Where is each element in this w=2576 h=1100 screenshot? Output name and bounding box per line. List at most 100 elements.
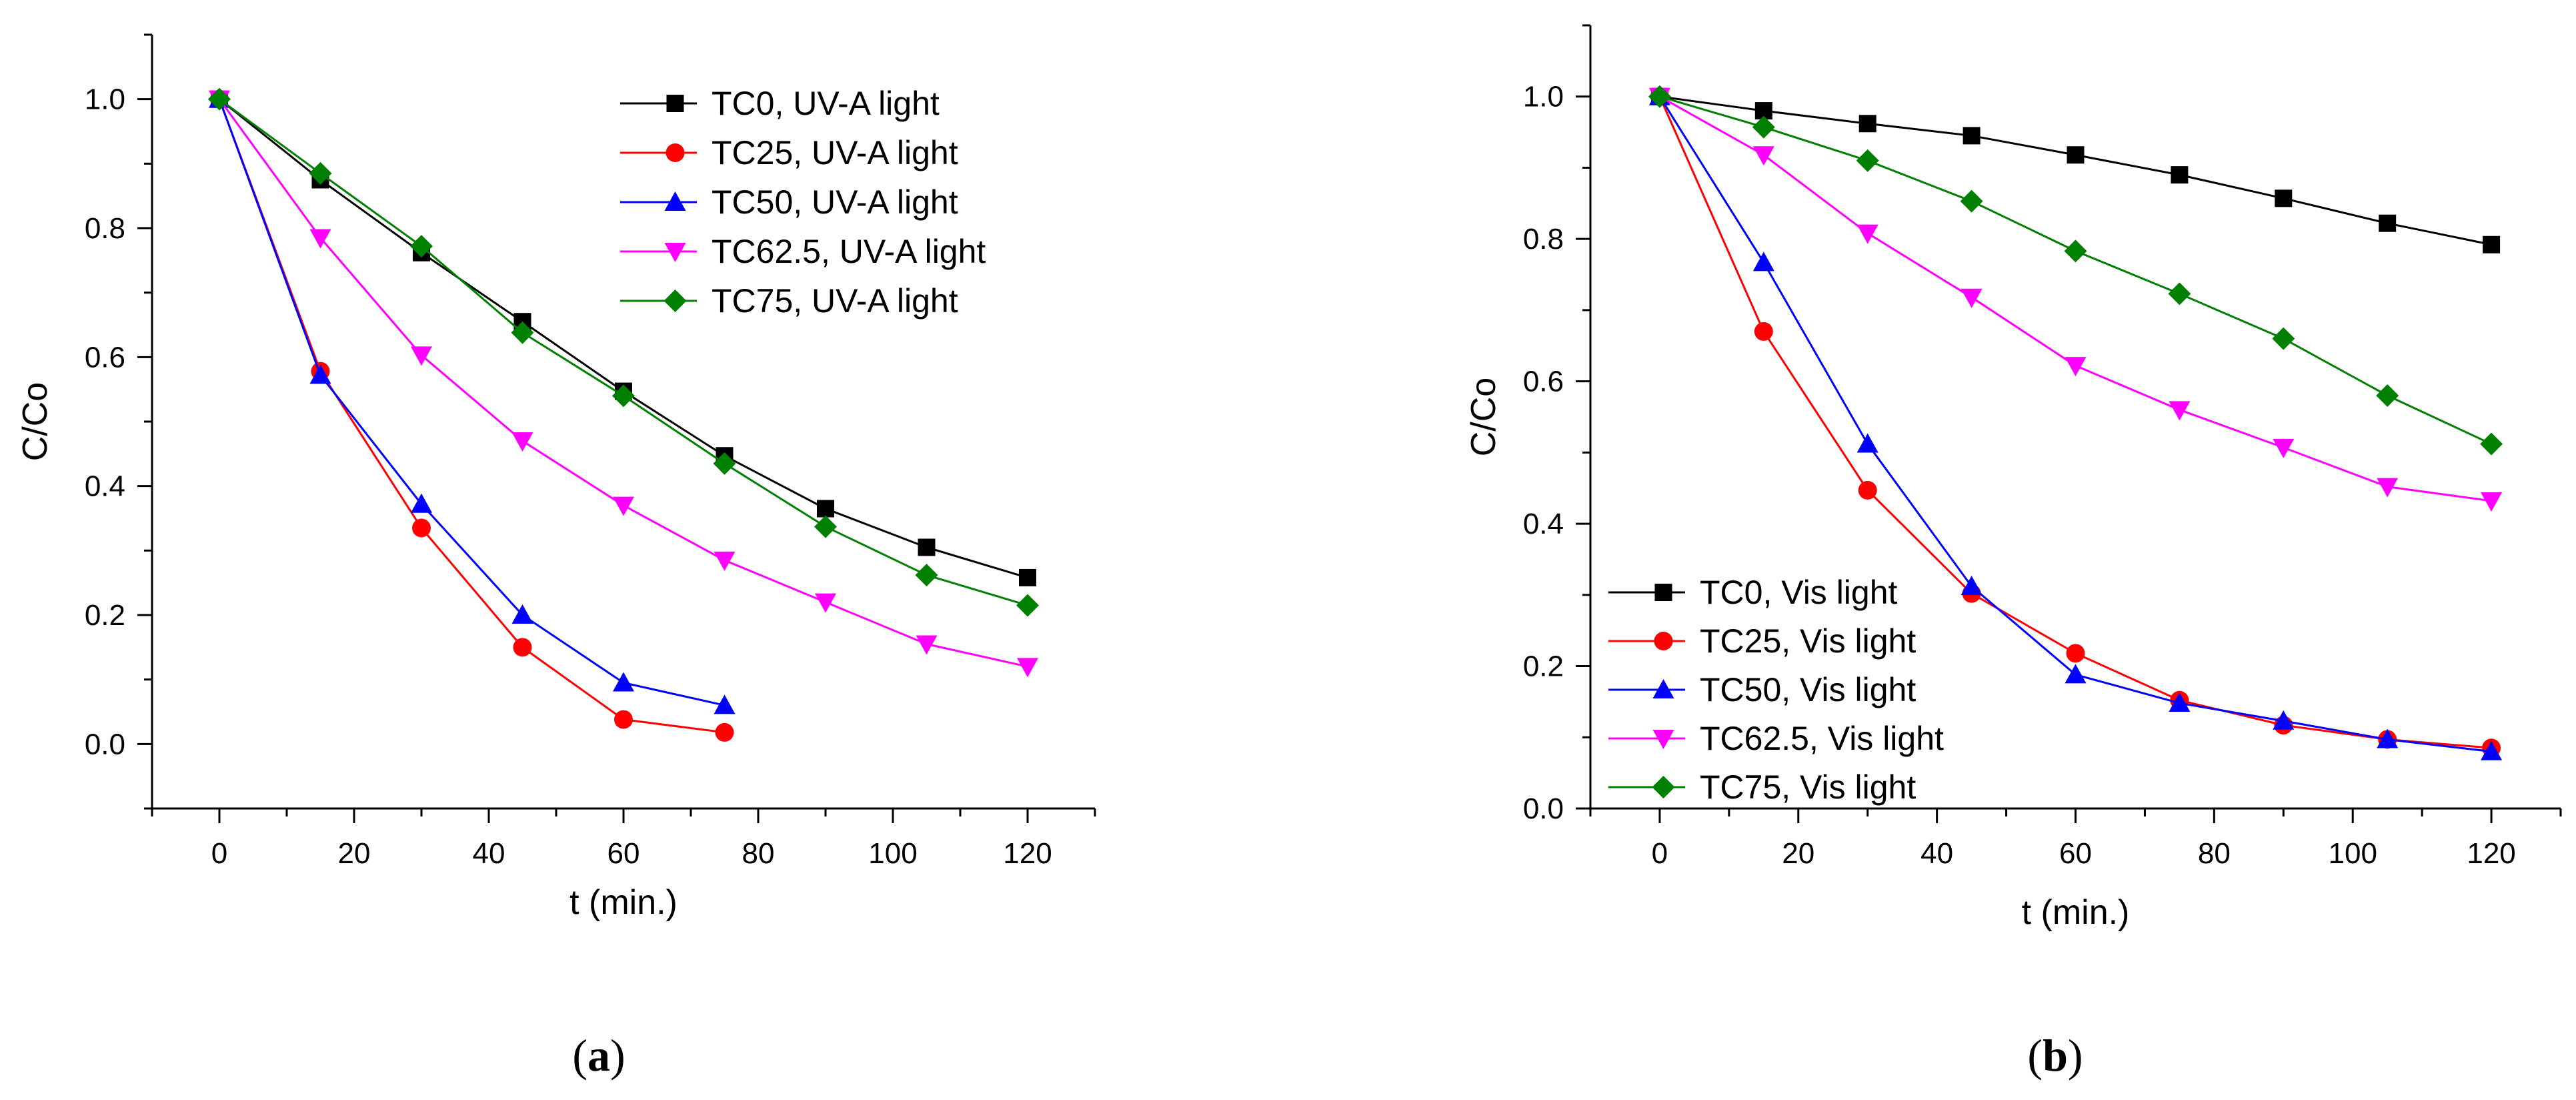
data-point [2169, 401, 2191, 421]
legend-label: TC75, UV-A light [712, 282, 958, 320]
data-point [511, 604, 533, 624]
data-point [815, 593, 836, 613]
data-point [2065, 357, 2087, 377]
y-tick-label: 0.2 [1523, 650, 1564, 683]
y-tick-label: 0.0 [85, 728, 125, 760]
x-tick-label: 0 [1652, 837, 1668, 870]
y-tick-label: 0.4 [1523, 508, 1564, 540]
data-point [1752, 251, 1774, 271]
data-point [1754, 322, 1773, 341]
chart-panel-a: 0 20 40 60 80 100 120 0.0 0.2 0.4 0.6 0.8 1.0 t (min.… [16, 33, 1096, 922]
series-tc50 [209, 88, 736, 714]
series-line [219, 98, 1028, 606]
x-tick-label: 100 [868, 837, 917, 870]
data-point [309, 161, 332, 185]
x-tick-label: 80 [2198, 837, 2231, 870]
data-point [1858, 480, 1877, 500]
data-point [714, 694, 736, 714]
x-axis-title: t (min.) [2022, 893, 2130, 932]
data-point [2273, 710, 2295, 730]
data-point [2481, 492, 2503, 512]
x-tick-label: 20 [1782, 837, 1814, 870]
legend-marker [1652, 776, 1675, 798]
legend-marker [666, 143, 685, 162]
data-point [2064, 239, 2087, 263]
data-point [2169, 692, 2191, 712]
legend-marker [664, 191, 686, 211]
legend-label: TC25, UV-A light [712, 134, 958, 171]
data-point [1017, 658, 1038, 678]
x-tick-label: 20 [338, 837, 371, 870]
data-point [715, 722, 734, 742]
data-point [1858, 115, 1876, 133]
y-axis-title: C/Co [16, 382, 55, 461]
data-point [916, 635, 938, 655]
panel-label-b: (b) [2027, 1030, 2083, 1081]
data-point [1960, 189, 1983, 213]
data-point [612, 384, 635, 408]
data-point [2171, 166, 2189, 184]
data-point [1961, 576, 1983, 596]
data-point [309, 364, 331, 384]
data-point [2377, 478, 2399, 498]
y-tick-label: 0.8 [85, 212, 125, 245]
x-tick-label: 60 [2059, 837, 2092, 870]
data-point [410, 235, 433, 258]
data-point [817, 500, 834, 518]
data-point [1856, 433, 1878, 453]
data-point [613, 672, 634, 692]
data-point [613, 496, 634, 516]
data-point [2379, 214, 2397, 232]
y-axis-title: C/Co [1464, 378, 1503, 456]
data-point [2481, 740, 2503, 760]
x-tick-label: 0 [211, 837, 227, 870]
x-tick-label: 120 [2467, 837, 2515, 870]
data-point [513, 638, 532, 657]
series-tc75 [208, 87, 1039, 617]
x-tick-label: 60 [607, 837, 640, 870]
legend-label: TC62.5, Vis light [1700, 720, 1944, 757]
x-tick-label: 40 [1920, 837, 1953, 870]
legend-marker [664, 290, 687, 312]
legend-label: TC75, Vis light [1700, 768, 1916, 806]
legend-marker [666, 95, 684, 112]
legend: TC0, Vis light TC25, Vis light TC50, Vis l… [1608, 574, 1944, 806]
data-point [309, 229, 331, 249]
data-point [1019, 568, 1036, 586]
data-point [412, 518, 431, 538]
data-point [1752, 146, 1774, 166]
x-axis-title: t (min.) [569, 883, 678, 922]
y-tick-label: 0.8 [1523, 223, 1564, 255]
data-point [1752, 115, 1775, 139]
data-point [714, 551, 736, 571]
legend-marker [1654, 584, 1672, 601]
data-point [208, 87, 231, 111]
legend-label: TC50, UV-A light [712, 183, 958, 221]
data-point [2483, 235, 2501, 253]
data-point [2066, 644, 2085, 663]
data-point [1963, 127, 1981, 145]
data-point [511, 321, 534, 344]
y-tick-label: 0.6 [1523, 366, 1564, 398]
data-point [2273, 438, 2295, 458]
data-point [1856, 224, 1878, 244]
series-tc75 [1648, 85, 2503, 456]
data-point [713, 452, 736, 475]
series-line [218, 99, 725, 706]
data-point [2272, 327, 2295, 350]
data-point [2275, 189, 2293, 207]
data-point [2067, 146, 2085, 164]
legend-marker [1654, 632, 1673, 650]
data-point [814, 515, 837, 538]
data-point [2376, 384, 2399, 407]
legend: TC0, UV-A light TC25, UV-A light TC50, UV-… [620, 85, 986, 320]
legend-marker [664, 243, 686, 262]
data-point [1961, 288, 1983, 308]
x-tick-label: 80 [742, 837, 775, 870]
series-tc0 [1650, 87, 2501, 253]
data-point [614, 710, 633, 729]
legend-label: TC62.5, UV-A light [712, 233, 986, 270]
legend-label: TC0, Vis light [1700, 574, 1898, 611]
chart-panel-b: 0 20 40 60 80 100 120 0.0 0.2 0.4 0.6 0.8 1.0 t (min.… [1464, 24, 2562, 932]
